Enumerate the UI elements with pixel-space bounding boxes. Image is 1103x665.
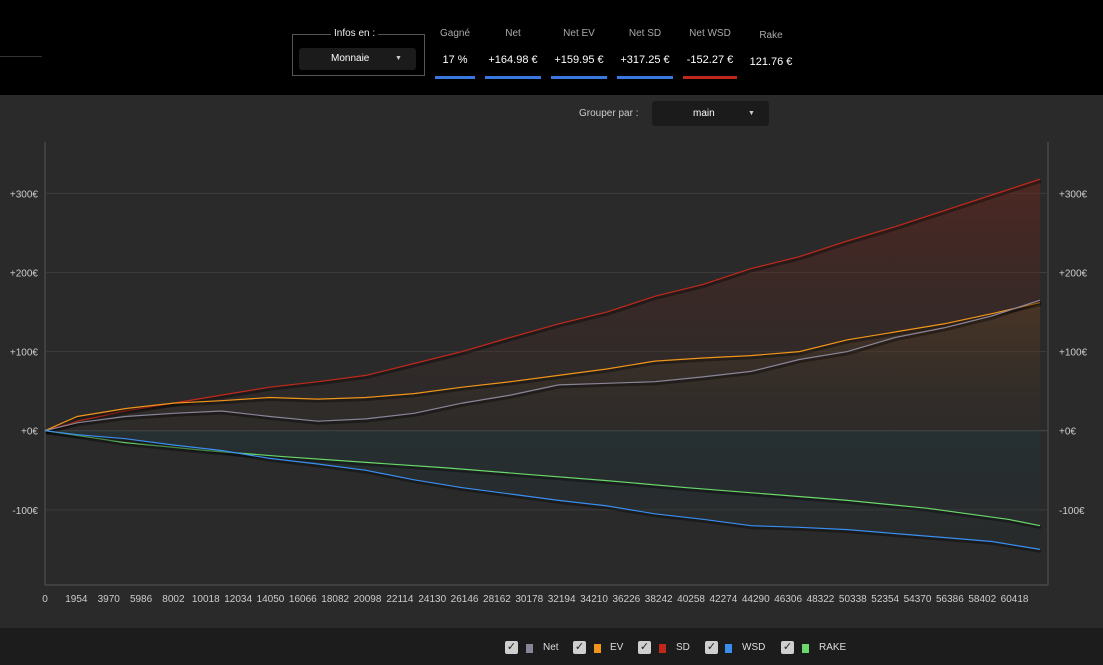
legend-label-rake: RAKE (819, 642, 847, 653)
legend-swatch-wsd (725, 644, 732, 653)
series-shadow-wsd (45, 431, 1042, 553)
x-tick-label: 40258 (677, 594, 705, 605)
legend-label-wsd: WSD (742, 642, 766, 653)
y-tick-label-right: +200€ (1059, 269, 1088, 280)
stat-bar-net-wsd (683, 76, 737, 79)
y-tick-label-left: +200€ (10, 269, 39, 280)
stat-value-won: 17 % (442, 54, 468, 66)
checkbox-checked-icon[interactable]: ✓ (573, 641, 586, 654)
y-tick-label-left: -100€ (12, 506, 38, 517)
checkbox-checked-icon[interactable]: ✓ (781, 641, 794, 654)
stat-bar-won (435, 76, 475, 79)
checkbox-checked-icon[interactable]: ✓ (505, 641, 518, 654)
y-tick-label-left: +0€ (21, 427, 38, 438)
y-tick-label-left: +300€ (10, 189, 39, 200)
legend-swatch-ev (594, 644, 601, 653)
x-tick-label: 26146 (451, 594, 479, 605)
x-tick-label: 12034 (224, 594, 252, 605)
x-tick-label: 32194 (548, 594, 576, 605)
group-by-select[interactable]: main ▼ (652, 101, 769, 126)
legend-label-ev: EV (610, 642, 624, 653)
divider (0, 56, 42, 57)
stat-value-net-wsd: -152.27 € (686, 54, 734, 66)
x-tick-label: 28162 (483, 594, 511, 605)
group-by-select-value: main (693, 108, 715, 119)
y-tick-label-right: +0€ (1059, 427, 1076, 438)
x-tick-label: 58402 (968, 594, 996, 605)
x-tick-label: 0 (42, 594, 48, 605)
x-tick-label: 38242 (645, 594, 673, 605)
stat-label-net: Net (505, 28, 521, 39)
x-tick-label: 8002 (162, 594, 185, 605)
chevron-down-icon: ▼ (748, 110, 755, 117)
checkbox-checked-icon[interactable]: ✓ (705, 641, 718, 654)
stat-label-net-wsd: Net WSD (689, 28, 731, 39)
stat-label-won: Gagné (439, 28, 471, 39)
legend-swatch-rake (802, 644, 809, 653)
profit-line-chart: +300€ +300€ +200€ +200€ +100€ +100€ +0€ +0€ -100… (10, 142, 1088, 605)
stat-label-net-ev: Net EV (563, 28, 595, 39)
x-tick-label: 34210 (580, 594, 608, 605)
x-tick-label: 50338 (839, 594, 867, 605)
series-line-rake (44, 430, 1041, 527)
stat-value-net-sd: +317.25 € (620, 54, 670, 66)
infos-label: Infos en : (331, 28, 379, 39)
x-tick-label: 30178 (515, 594, 543, 605)
y-tick-label-right: -100€ (1059, 506, 1085, 517)
top-toolbar (0, 0, 1103, 95)
series-shadow-net (45, 300, 1042, 435)
x-tick-label: 56386 (936, 594, 964, 605)
stat-bar-net-sd (617, 76, 673, 79)
x-tick-label: 44290 (742, 594, 770, 605)
y-tick-label-left: +100€ (10, 348, 39, 359)
area-wsd (45, 430, 1040, 550)
chevron-down-icon: ▼ (395, 55, 402, 62)
stat-value-net: +164.98 € (488, 54, 538, 66)
currency-select[interactable]: Monnaie ▼ (299, 48, 416, 70)
x-tick-label: 46306 (774, 594, 802, 605)
stat-value-rake: 121.76 € (749, 56, 793, 68)
series-line-sd (44, 178, 1041, 432)
x-tick-label: 14050 (257, 594, 285, 605)
x-tick-label: 5986 (130, 594, 153, 605)
stat-label-rake: Rake (759, 30, 783, 41)
series-line-ev (44, 302, 1041, 432)
y-tick-label-right: +100€ (1059, 348, 1088, 359)
series-shadow-ev (45, 303, 1042, 435)
x-tick-label: 20098 (354, 594, 382, 605)
series-line-net (44, 299, 1041, 432)
x-tick-label: 22114 (386, 594, 414, 605)
stat-bar-net-ev (551, 76, 607, 79)
x-tick-label: 24130 (418, 594, 446, 605)
series-shadow-rake (45, 431, 1042, 530)
series-shadow-sd (45, 179, 1042, 435)
legend-bar (0, 628, 1103, 665)
x-tick-label: 42274 (710, 594, 738, 605)
x-tick-label: 3970 (98, 594, 121, 605)
stat-value-net-ev: +159.95 € (554, 54, 604, 66)
x-tick-label: 36226 (612, 594, 640, 605)
x-tick-label: 16066 (289, 594, 317, 605)
stat-bar-net (485, 76, 541, 79)
stat-label-net-sd: Net SD (628, 28, 662, 39)
legend-label-net: Net (543, 642, 559, 653)
legend-swatch-net (526, 644, 533, 653)
legend-label-sd: SD (676, 642, 690, 653)
grouper-label: Grouper par : (579, 108, 639, 119)
x-tick-label: 54370 (904, 594, 932, 605)
currency-select-value: Monnaie (331, 53, 370, 64)
x-tick-label: 1954 (65, 594, 88, 605)
x-tick-label: 18082 (321, 594, 349, 605)
legend-swatch-sd (659, 644, 666, 653)
x-tick-label: 60418 (1001, 594, 1029, 605)
y-tick-label-right: +300€ (1059, 189, 1088, 200)
checkbox-checked-icon[interactable]: ✓ (638, 641, 651, 654)
x-tick-label: 52354 (871, 594, 899, 605)
x-tick-label: 10018 (192, 594, 220, 605)
x-tick-label: 48322 (807, 594, 835, 605)
series-line-wsd (44, 430, 1041, 550)
